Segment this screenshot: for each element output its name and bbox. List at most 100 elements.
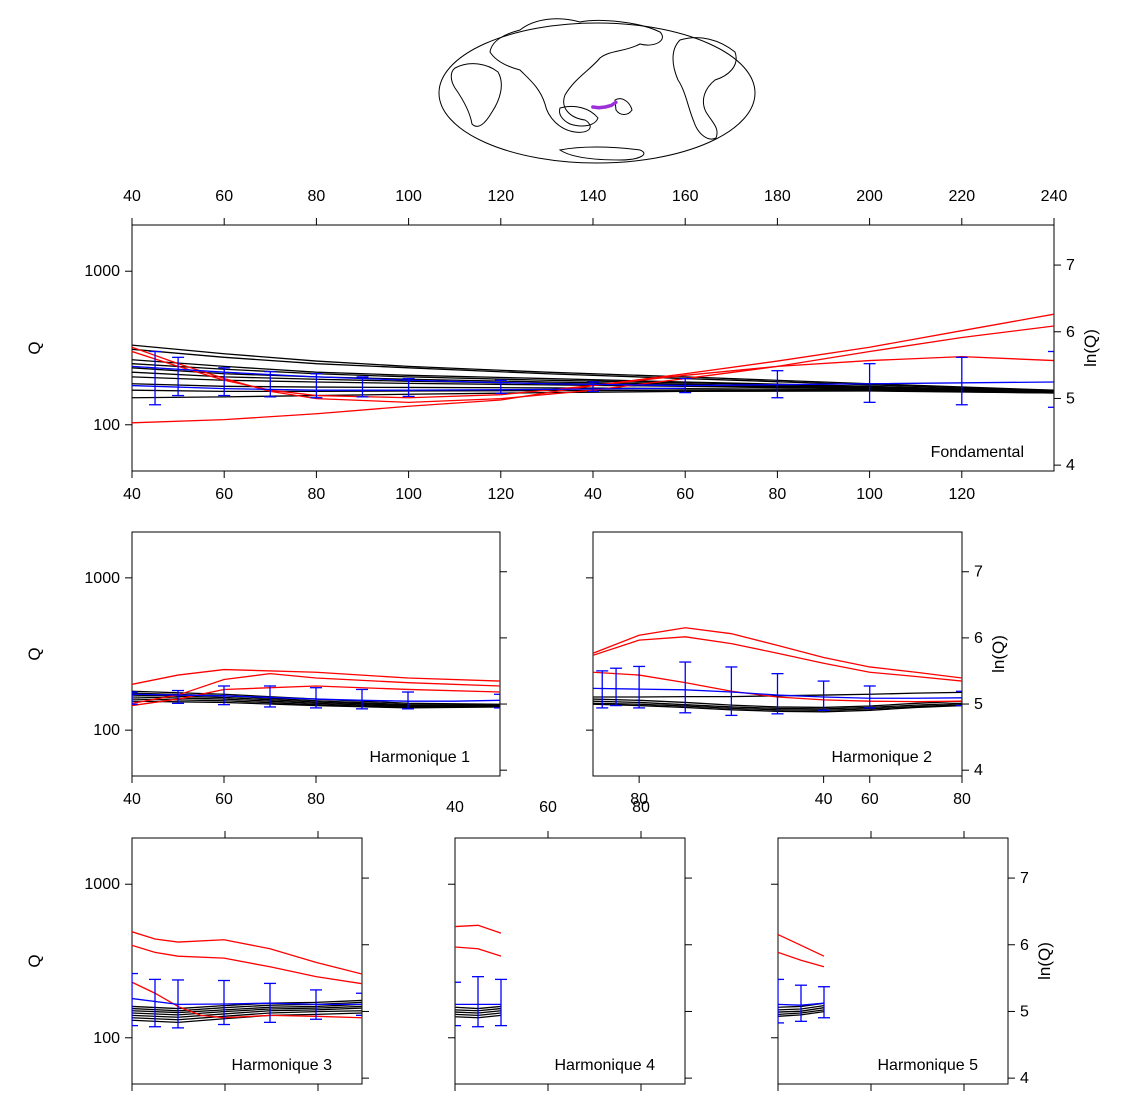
x-tick-label-bottom: 100	[395, 486, 422, 503]
error-bar	[310, 687, 322, 709]
x-tick-label-bottom: 60	[861, 791, 879, 808]
x-tick-label-bottom: 60	[215, 791, 233, 808]
observed-curve	[132, 365, 1054, 387]
model-curve	[132, 383, 1054, 394]
error-bar	[596, 670, 609, 709]
model-curve	[132, 376, 1054, 394]
error-bar	[494, 379, 507, 395]
plot-area	[778, 933, 830, 1024]
error-bar	[818, 986, 830, 1019]
q-axis-label: Q	[25, 954, 44, 967]
x-tick-label-bottom: 40	[815, 791, 833, 808]
q-tick-label: 1000	[84, 263, 120, 280]
error-bar	[149, 978, 161, 1028]
panel-label: Harmonique 3	[232, 1057, 333, 1074]
panel-label: Harmonique 5	[878, 1057, 979, 1074]
panel-3: 4 5 6 7 ln(Q) 80 40 60 80 Harmonique 2	[586, 531, 1008, 808]
map-coastline	[672, 37, 737, 140]
alt-curve	[132, 313, 1054, 424]
lnq-tick-label: 6	[1020, 937, 1029, 954]
error-bar	[587, 381, 599, 393]
error-bar	[771, 672, 784, 715]
x-tick-label-bottom: 40	[123, 486, 141, 503]
error-bar	[494, 693, 500, 709]
x-tick-label-bottom: 80	[632, 799, 650, 816]
x-tick-label-bottom: 120	[487, 486, 514, 503]
lnq-tick-label: 5	[1066, 390, 1075, 407]
panel-frame	[131, 224, 1055, 472]
x-tick-label-bottom: 60	[215, 486, 233, 503]
map-coastline	[450, 63, 502, 127]
lnq-tick-label: 7	[1066, 257, 1075, 274]
panels: 100 1000 Q 4 5 6 7 ln(Q) 40 60 80 100 120 140 160 180 20…	[25, 188, 1100, 1091]
lnq-tick-label: 6	[1066, 324, 1075, 341]
plot-area	[455, 924, 507, 1028]
error-bar	[132, 972, 138, 1027]
panel-4: 100 1000 Q Harmonique 3	[25, 837, 369, 1085]
x-tick-label-bottom: 60	[539, 799, 557, 816]
x-tick-label-bottom: 80	[630, 791, 648, 808]
panel-label: Harmonique 4	[555, 1057, 656, 1074]
error-bar	[172, 689, 184, 704]
error-bar	[149, 350, 162, 406]
map-coastline	[558, 146, 645, 161]
plot-area	[593, 627, 962, 717]
model-curve	[132, 367, 1054, 393]
x-tick-label-top: 100	[395, 188, 422, 205]
alt-curve	[778, 951, 825, 968]
x-tick-label-bottom: 120	[948, 486, 975, 503]
x-tick-label-top: 220	[948, 188, 975, 205]
panel-6: 4 5 6 7 ln(Q) Harmonique 5	[771, 837, 1054, 1087]
panel-label: Fondamental	[931, 444, 1024, 461]
lnq-axis-label: ln(Q)	[1035, 942, 1054, 980]
model-curve	[132, 1007, 362, 1018]
error-bar	[218, 979, 230, 1026]
error-bar	[472, 976, 484, 1028]
q-tick-label: 1000	[84, 876, 120, 893]
error-bar	[310, 989, 322, 1020]
model-curve	[132, 1010, 362, 1021]
alt-curve	[455, 924, 502, 934]
panel-frame	[777, 837, 1009, 1085]
lnq-tick-label: 4	[1066, 457, 1075, 474]
error-bar	[264, 685, 276, 708]
x-tick-label-bottom: 80	[307, 791, 325, 808]
map-outline	[438, 22, 756, 164]
map-path	[591, 100, 618, 110]
error-bar	[817, 680, 830, 711]
error-bar	[610, 667, 623, 707]
error-bar	[955, 356, 968, 406]
panel-frame	[592, 531, 963, 777]
model-curve	[132, 363, 1054, 393]
x-tick-label-top: 140	[580, 188, 607, 205]
x-tick-label-top: 120	[487, 188, 514, 205]
x-tick-label-top: 180	[764, 188, 791, 205]
x-tick-label-bottom: 40	[446, 799, 464, 816]
panel-label: Harmonique 1	[370, 749, 471, 766]
alt-curve	[132, 668, 500, 685]
error-bar	[679, 661, 692, 714]
model-curve	[132, 1005, 362, 1016]
lnq-tick-label: 7	[974, 564, 983, 581]
alt-curve	[132, 944, 362, 985]
lnq-tick-label: 7	[1020, 870, 1029, 887]
panel-frame	[131, 837, 363, 1085]
error-bar	[956, 690, 962, 707]
x-tick-label-top: 160	[672, 188, 699, 205]
error-bar	[795, 984, 807, 1022]
panel-frame	[131, 531, 501, 777]
plot-area	[132, 668, 500, 710]
model-curve	[132, 390, 1054, 399]
error-bar	[679, 377, 692, 394]
world-map	[438, 18, 756, 164]
panel-frame	[454, 837, 686, 1085]
q-tick-label: 100	[93, 417, 120, 434]
model-curve	[132, 359, 1054, 393]
lnq-tick-label: 5	[1020, 1003, 1029, 1020]
panel-1: 100 1000 Q 4 5 6 7 ln(Q) 40 60 80 100 120 140 160 180 20…	[25, 188, 1100, 503]
error-bar	[771, 370, 784, 399]
error-bar	[725, 666, 738, 717]
error-bar	[310, 373, 323, 399]
panel-5: Harmonique 4	[448, 837, 692, 1085]
